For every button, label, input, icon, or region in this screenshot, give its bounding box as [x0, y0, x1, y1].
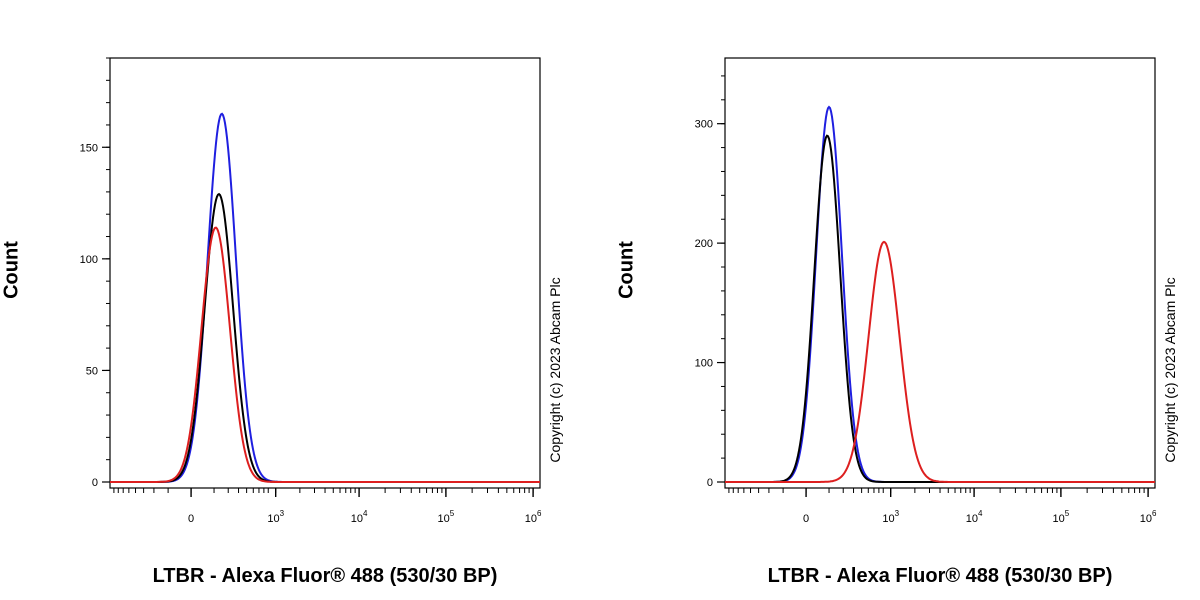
x-axis-label: LTBR - Alexa Fluor® 488 (530/30 BP) [152, 565, 498, 587]
histogram-series-2 [110, 226, 540, 483]
histogram-series-1 [725, 134, 1155, 483]
x-tick-label: 105 [438, 509, 455, 525]
y-tick-label: 50 [86, 365, 98, 377]
x-tick-label: 0 [803, 513, 809, 525]
x-tick-label: 106 [525, 509, 542, 525]
y-tick-label: 0 [92, 477, 98, 489]
x-axis-label: LTBR - Alexa Fluor® 488 (530/30 BP) [767, 565, 1113, 587]
x-tick-label: 104 [351, 509, 368, 525]
x-tick-label: 106 [1140, 509, 1157, 525]
histogram-series-1 [110, 192, 540, 483]
y-axis-label: Count [615, 241, 638, 299]
x-tick-label: 103 [882, 509, 899, 525]
x-tick-label: 104 [966, 509, 983, 525]
histogram-series-0 [725, 105, 1155, 483]
plot-frame [724, 57, 1156, 489]
histogram-series-2 [725, 240, 1155, 483]
x-tick-label: 0 [188, 513, 194, 525]
copyright-watermark: Copyright (c) 2023 Abcam Plc [547, 277, 563, 463]
y-tick-label: 0 [707, 477, 713, 489]
y-tick-label: 100 [695, 358, 713, 370]
copyright-watermark: Copyright (c) 2023 Abcam Plc [1162, 277, 1178, 463]
histogram-panel-right: 0 100 200 300 0 103 104 105 106 Count LTBR - Ale… [615, 0, 1200, 600]
histogram-series-0 [110, 112, 540, 483]
y-axis-label: Count [0, 241, 23, 299]
histogram-plot-left: 0 50 100 150 0 103 104 105 106 [80, 57, 542, 525]
y-tick-label: 100 [80, 254, 98, 266]
plot-frame [109, 57, 541, 489]
x-tick-label: 105 [1053, 509, 1070, 525]
histogram-plot-right: 0 100 200 300 0 103 104 105 106 [695, 57, 1157, 525]
y-tick-label: 300 [695, 119, 713, 131]
y-tick-label: 200 [695, 238, 713, 250]
x-tick-label: 103 [267, 509, 284, 525]
y-tick-label: 150 [80, 142, 98, 154]
histogram-panel-left: 0 50 100 150 0 103 104 105 106 Count LTBR - Alex… [0, 57, 563, 587]
